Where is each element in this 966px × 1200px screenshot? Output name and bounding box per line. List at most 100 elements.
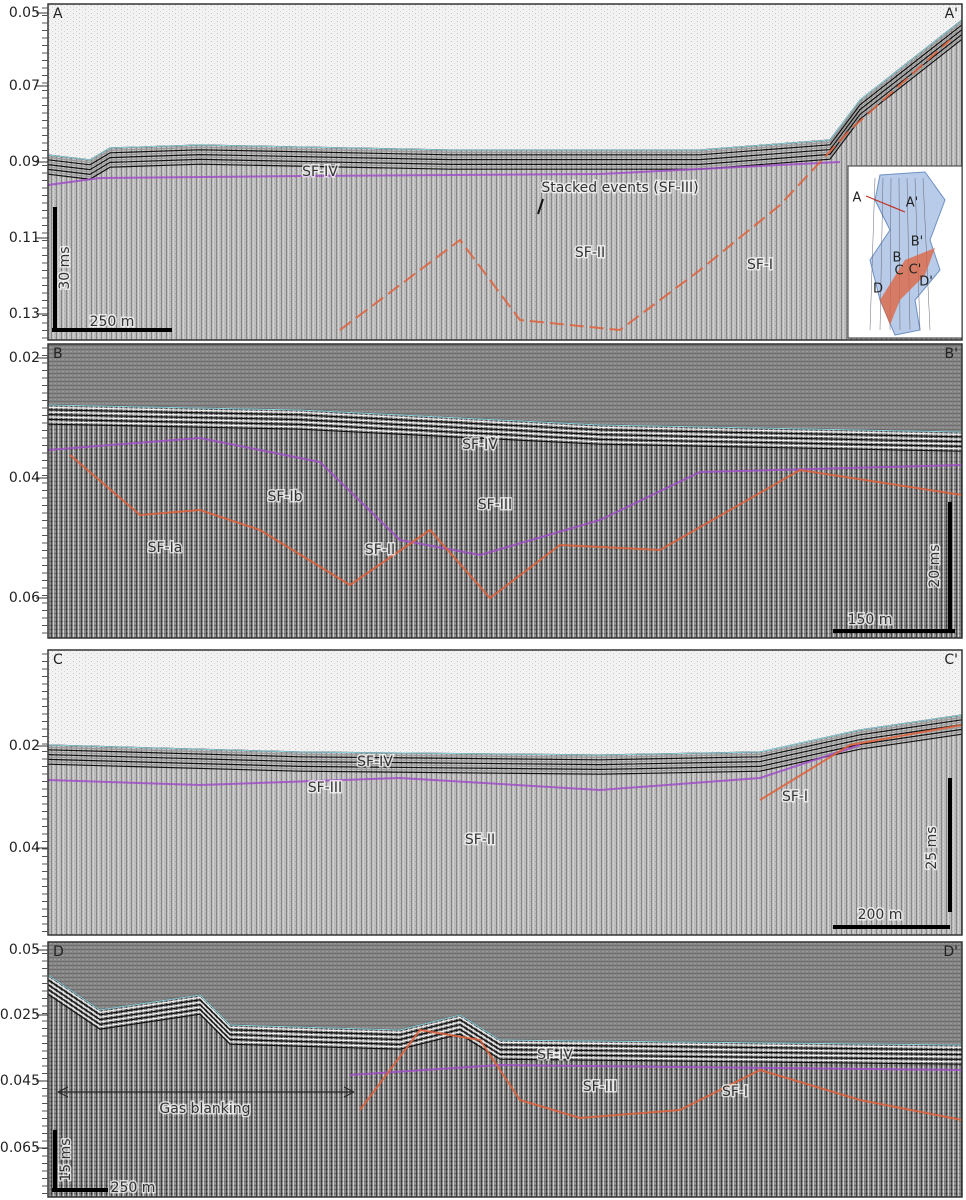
y-tick-label: 0.02 (9, 738, 40, 754)
y-tick-label: 0.04 (9, 470, 40, 486)
reflector (47, 988, 963, 1060)
reflector (47, 38, 963, 180)
inset-label: C (894, 264, 903, 279)
subsurface-texture (48, 20, 962, 340)
y-tick-label: 0.05 (9, 942, 40, 958)
horizon-label: SF-IV (302, 164, 338, 180)
y-tick-label: 0.07 (9, 78, 40, 94)
location-map-inset: A A' B B' C C' D D' (847, 165, 963, 339)
y-tick-label: 0.065 (0, 1140, 40, 1156)
horizon-orange (69, 454, 963, 600)
reflector (47, 418, 963, 447)
horizon-label: Gas blanking (159, 1101, 250, 1117)
horizon-label: SF-IV (357, 754, 393, 770)
subsurface-texture (48, 975, 962, 1197)
profile-line-a (865, 195, 906, 213)
survey-line (869, 177, 876, 331)
reflector (47, 719, 963, 761)
survey-line (906, 177, 911, 331)
horizontal-scale-label: 200 m (858, 907, 903, 923)
horizon-purple (349, 1063, 963, 1076)
reflector (47, 984, 963, 1056)
horizon-orange (339, 39, 951, 332)
vertical-scale-label: 20 ms (927, 544, 943, 587)
horizon-label: Stacked events (SF-III) (541, 180, 698, 196)
reflector (47, 976, 963, 1048)
reflector (47, 421, 963, 450)
horizon-label: SF-III (583, 1079, 617, 1095)
arrow-head-right (343, 1086, 356, 1098)
profile-start-label: D (53, 944, 64, 960)
profile-end-label: B' (945, 346, 958, 362)
y-tick-label: 0.05 (9, 5, 40, 21)
seafloor-horizon (47, 974, 963, 1046)
reflector (47, 423, 963, 452)
horizontal-scale-label: 250 m (111, 1180, 156, 1196)
horizon-purple (47, 161, 841, 186)
horizon-label: SF-I (722, 1084, 748, 1100)
reflector (47, 416, 963, 445)
horizon-label: SF-II (365, 542, 395, 558)
reflector (47, 724, 963, 766)
y-tick-label: 0.045 (0, 1073, 40, 1089)
inset-label: B' (911, 235, 924, 250)
inset-label: A' (906, 196, 918, 211)
y-tick-label: 0.025 (0, 1007, 40, 1023)
reflector (47, 991, 963, 1063)
panel-border (47, 941, 963, 1198)
reflector (47, 731, 963, 773)
vertical-scale-label: 30 ms (57, 246, 73, 289)
horizon-label: SF-Ia (148, 540, 183, 556)
seismic-panel: 0.05 0.07 0.09 0.11 0.13 A A' SF-IV Stacked even… (9, 3, 963, 341)
y-tick-label: 0.06 (9, 590, 40, 606)
y-tick-label: 0.11 (9, 230, 40, 246)
study-area (880, 248, 935, 325)
horizon-orange (759, 724, 963, 801)
horizon-label: SF-III (478, 497, 512, 513)
horizon-label: SF-II (465, 832, 495, 848)
profile-end-label: D' (943, 944, 958, 960)
reflector (47, 406, 963, 435)
reflector (47, 721, 963, 763)
profile-end-label: C' (944, 652, 958, 668)
horizon-label: SF-IV (462, 437, 498, 453)
horizon-purple (47, 436, 963, 557)
inset-label: B (893, 251, 902, 266)
reflector (47, 26, 963, 168)
reflector (47, 986, 963, 1058)
inset-label: A (853, 191, 862, 206)
seismic-panel: 0.02 0.04 C C' SF-IV SF-III SF-II SF-I 25 ms 200 … (9, 649, 963, 936)
seismic-panel: 0.02 0.04 0.06 B B' SF-IV SF-Ib SF-III SF-Ia SF-I… (9, 343, 963, 639)
reflector (47, 36, 963, 178)
y-tick-label: 0.02 (9, 350, 40, 366)
reflector (47, 993, 963, 1065)
vertical-scale-label: 15 ms (58, 1138, 74, 1181)
y-tick-label: 0.13 (9, 306, 40, 322)
inset-label: D (873, 282, 883, 297)
seafloor-horizon (47, 714, 963, 756)
panel-border (47, 649, 963, 936)
horizon-label: SF-I (747, 257, 773, 273)
reflector (47, 29, 963, 171)
horizon-label: SF-II (575, 245, 605, 261)
seafloor-horizon (47, 19, 963, 161)
reflector (47, 414, 963, 443)
horizon-orange (359, 1028, 963, 1121)
subsurface-texture (48, 405, 962, 638)
reflector (47, 33, 963, 176)
profile-end-label: A' (945, 6, 958, 22)
profile-start-label: B (53, 346, 63, 362)
reflector (47, 716, 963, 759)
profile-start-label: A (53, 6, 63, 22)
horizontal-scale-label: 250 m (90, 314, 135, 330)
y-tick-label: 0.04 (9, 840, 40, 856)
horizontal-scale-label: 150 m (848, 612, 893, 628)
seafloor-horizon (47, 404, 963, 433)
inset-label: C' (909, 263, 922, 278)
horizon-label: SF-IV (537, 1047, 573, 1063)
reflector (47, 409, 963, 438)
reflector (47, 31, 963, 173)
horizon-label: SF-III (308, 780, 342, 796)
inset-label: D' (919, 275, 933, 290)
